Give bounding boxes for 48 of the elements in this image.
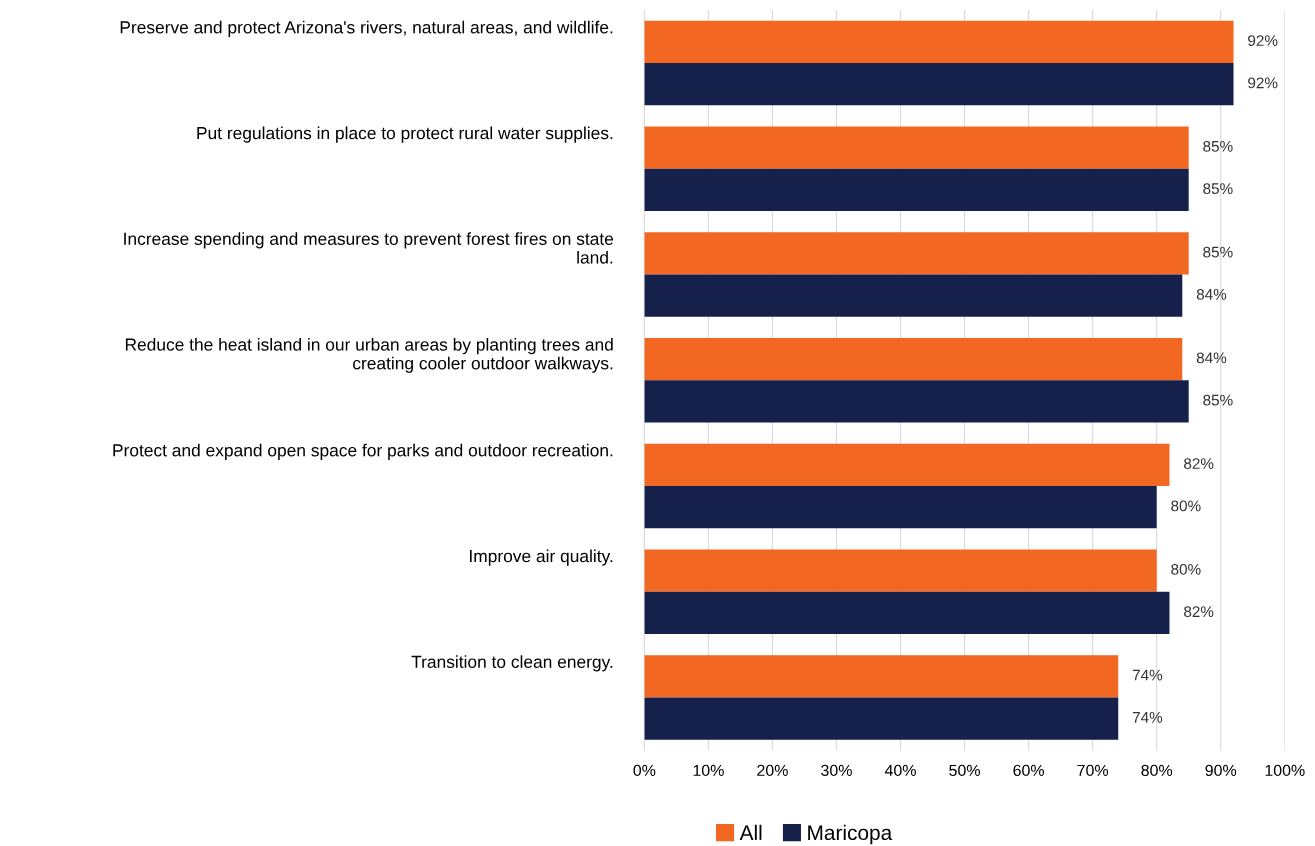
bar [644,380,1189,423]
data-label: 80% [1171,563,1201,575]
data-label: 85% [1203,246,1233,258]
bar [644,486,1157,529]
data-label: 82% [1184,458,1214,469]
bar [644,549,1157,592]
x-tick-label: 50% [949,764,980,777]
y-tick-label: Reduce the heat island in our urban areas by planting trees and creating cooler outdoor walkways. [125,337,613,373]
data-label: 80% [1171,500,1201,512]
data-label: 74% [1132,712,1163,723]
data-label: 84% [1196,352,1227,364]
x-tick-label: 40% [884,764,916,777]
data-label: 82% [1184,606,1214,618]
bar [644,591,1170,635]
x-tick-label: 80% [1141,764,1173,777]
x-tick-label: 90% [1205,764,1237,777]
x-tick-label: 30% [821,764,852,777]
y-tick-label: Protect and expand open space for parks and outdoor recreation. [113,443,613,460]
bar [644,337,1183,381]
bar [644,63,1234,106]
x-tick-label: 70% [1077,764,1109,777]
bar [644,168,1189,212]
data-label: 92% [1248,77,1278,89]
y-tick-label: Preserve and protect Arizona's rivers, natural areas, and wildlife. [120,20,613,37]
bar [644,443,1170,487]
bar [644,20,1234,64]
x-tick-label: 20% [757,764,788,777]
y-tick-label: Increase spending and measures to prevent forest fires on state land. [124,232,614,264]
data-label: 74% [1132,669,1163,681]
bar [644,697,1119,740]
legend-label: Maricopa [808,824,893,845]
x-tick-label: 100% [1265,764,1305,777]
bar [644,126,1189,169]
x-tick-label: 60% [1013,764,1045,777]
data-label: 85% [1203,183,1233,195]
y-tick-label: Put regulations in place to protect rural water supplies. [197,126,613,143]
bar [644,232,1189,275]
x-tick-label: 10% [693,764,724,777]
data-label: 84% [1196,288,1227,300]
bar [644,655,1119,698]
y-tick-label: Improve air quality. [470,549,613,566]
x-tick-label: 0% [633,764,656,777]
data-label: 85% [1203,140,1233,152]
y-tick-label: Transition to clean energy. [411,655,613,672]
legend-label: All [739,824,762,840]
data-label: 85% [1203,394,1233,406]
bar [644,274,1183,317]
data-label: 92% [1248,35,1278,46]
